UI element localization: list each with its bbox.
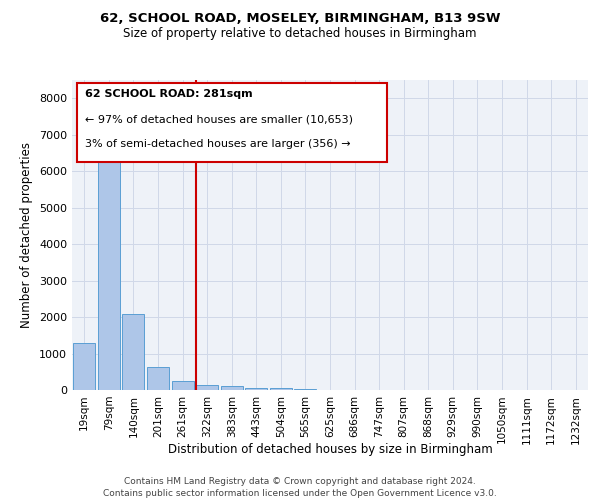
Text: 62 SCHOOL ROAD: 281sqm: 62 SCHOOL ROAD: 281sqm [85, 90, 253, 100]
Bar [270, 388, 292, 390]
Bar [98, 151, 120, 390]
Text: 3% of semi-detached houses are larger (356) →: 3% of semi-detached houses are larger (3… [85, 138, 350, 148]
Bar [245, 388, 268, 390]
Bar [221, 386, 243, 390]
Text: 62, SCHOOL ROAD, MOSELEY, BIRMINGHAM, B13 9SW: 62, SCHOOL ROAD, MOSELEY, BIRMINGHAM, B1… [100, 12, 500, 26]
Bar [172, 381, 194, 390]
Y-axis label: Number of detached properties: Number of detached properties [20, 142, 34, 328]
Bar [147, 366, 169, 390]
Bar [73, 342, 95, 390]
Text: Contains public sector information licensed under the Open Government Licence v3: Contains public sector information licen… [103, 489, 497, 498]
Text: ← 97% of detached houses are smaller (10,653): ← 97% of detached houses are smaller (10… [85, 114, 353, 124]
Text: Distribution of detached houses by size in Birmingham: Distribution of detached houses by size … [167, 442, 493, 456]
Text: Size of property relative to detached houses in Birmingham: Size of property relative to detached ho… [123, 28, 477, 40]
FancyBboxPatch shape [77, 83, 387, 162]
Text: Contains HM Land Registry data © Crown copyright and database right 2024.: Contains HM Land Registry data © Crown c… [124, 478, 476, 486]
Bar [122, 314, 145, 390]
Bar [196, 384, 218, 390]
